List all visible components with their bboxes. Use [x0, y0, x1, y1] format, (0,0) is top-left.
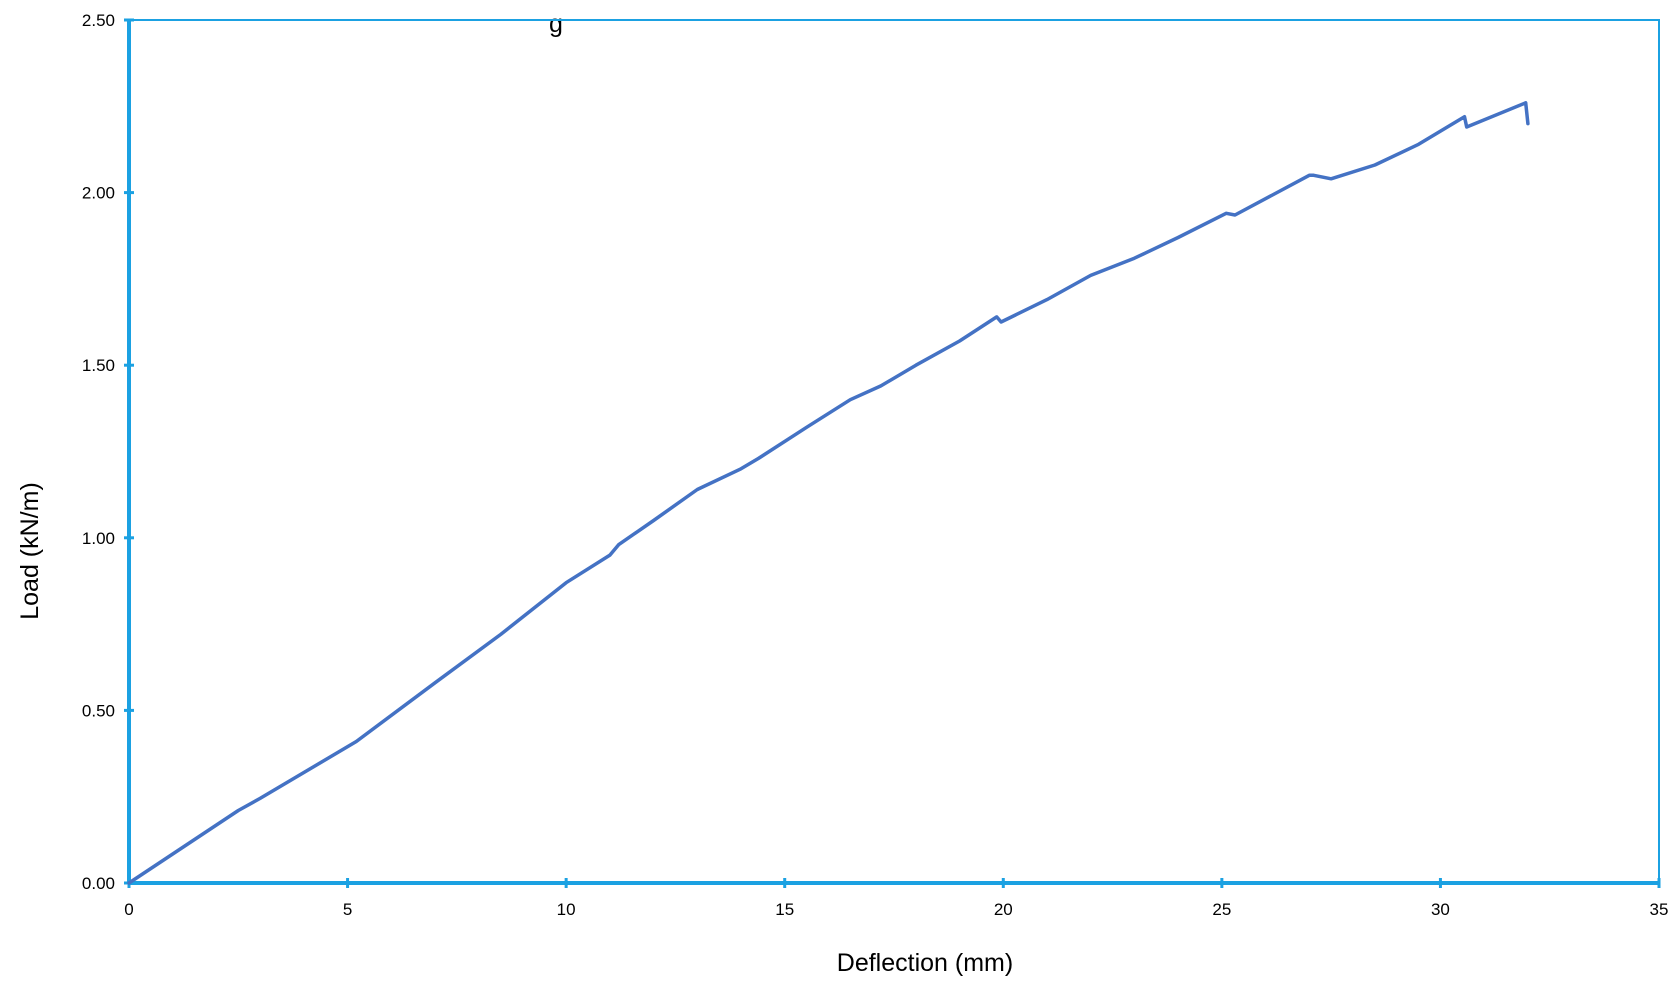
y-axis-title: Load (kN/m): [16, 482, 44, 620]
y-tick-label: 1.50: [82, 356, 115, 375]
x-axis-title: Deflection (mm): [837, 949, 1013, 977]
x-tick-label: 10: [557, 900, 576, 919]
y-tick-label: 0.50: [82, 701, 115, 720]
plot-area: 0 5 10 15 20 25 30 35 0.00 0.50 1.00 1.50 2.00 2.50: [82, 11, 1669, 919]
y-axis-ticks: 0.00 0.50 1.00 1.50 2.00 2.50: [82, 11, 134, 893]
series-line: [127, 101, 1530, 885]
y-tick-label: 1.00: [82, 529, 115, 548]
x-tick-label: 25: [1212, 900, 1231, 919]
x-tick-label: 20: [994, 900, 1013, 919]
x-tick-label: 35: [1650, 900, 1669, 919]
x-tick-label: 30: [1431, 900, 1450, 919]
y-tick-label: 2.00: [82, 184, 115, 203]
plot-frame: [128, 19, 1660, 884]
chart-title-fragment: g: [549, 10, 563, 38]
x-tick-label: 5: [343, 900, 352, 919]
y-tick-label: 2.50: [82, 11, 115, 30]
y-tick-label: 0.00: [82, 874, 115, 893]
x-tick-label: 0: [124, 900, 133, 919]
x-tick-label: 15: [775, 900, 794, 919]
series-layer: [127, 101, 1530, 885]
x-axis-ticks: 0 5 10 15 20 25 30 35: [124, 878, 1668, 919]
